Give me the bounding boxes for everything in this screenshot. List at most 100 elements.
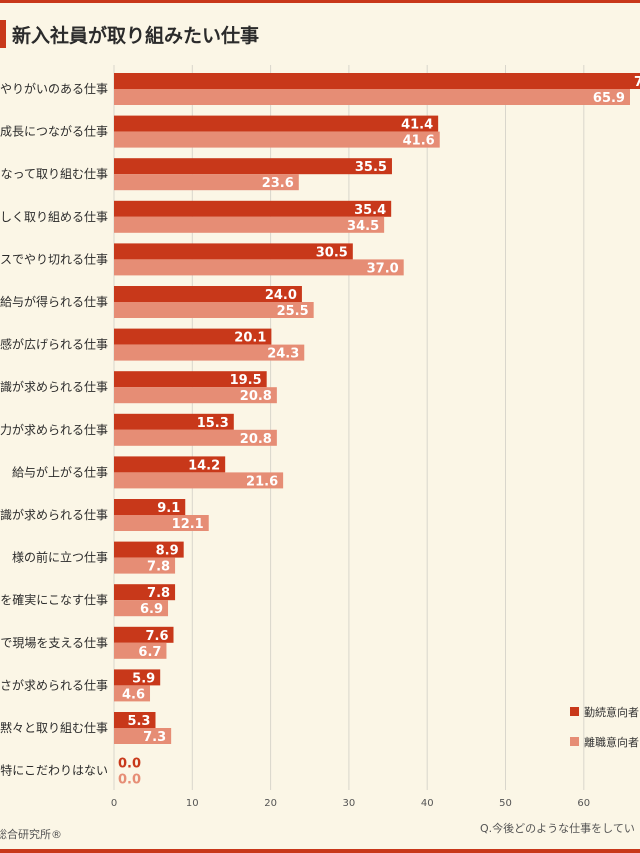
top-accent-line	[0, 0, 640, 3]
value-label: 20.8	[240, 432, 272, 447]
category-label: 様の前に立つ仕事	[12, 550, 108, 565]
category-label: スでやり切れる仕事	[0, 252, 108, 266]
bar-retention	[114, 584, 176, 601]
bar-turnover	[114, 429, 277, 446]
category-label: 特にこだわりはない	[0, 763, 108, 778]
value-label: 30.5	[316, 245, 348, 260]
value-label: 19.5	[230, 373, 262, 388]
bar-turnover	[114, 642, 167, 659]
value-label: 25.5	[277, 304, 309, 319]
value-label: 41.6	[403, 134, 435, 149]
bottom-accent-line	[0, 849, 640, 853]
value-label: 7.6	[145, 629, 168, 644]
value-label: 24.0	[265, 288, 297, 303]
legend-swatch	[570, 707, 579, 716]
bar-retention	[114, 456, 226, 473]
value-label: 15.3	[197, 416, 229, 431]
bar-turnover	[114, 174, 299, 191]
value-label: 8.9	[156, 544, 179, 559]
bar-retention	[114, 626, 174, 643]
category-label: で現場を支える仕事	[0, 636, 108, 650]
x-tick-label: 40	[421, 798, 434, 809]
value-label: 5.3	[127, 714, 150, 729]
bar-retention	[114, 73, 640, 89]
legend-label: 離職意向者	[584, 735, 639, 749]
value-label: 12.1	[172, 517, 204, 532]
value-label: 20.8	[240, 389, 272, 404]
x-tick-label: 60	[577, 798, 590, 809]
bar-retention	[114, 499, 186, 515]
value-label: 34.5	[347, 219, 379, 234]
legend-swatch	[570, 737, 579, 746]
bar-turnover	[114, 685, 151, 702]
category-label: 成長につながる仕事	[0, 124, 108, 139]
chart-area: 0 10 20 30 40 50 60 やりがいのある仕事 7 65.9 成長につながる仕事 41.4…	[0, 60, 640, 820]
category-label: 力が求められる仕事	[0, 422, 108, 437]
category-label: 給与が得られる仕事	[0, 294, 108, 309]
x-tick-label: 10	[186, 798, 199, 809]
value-label: 4.6	[122, 687, 145, 702]
value-label: 7.8	[147, 560, 170, 575]
category-label: しく取り組める仕事	[0, 210, 108, 224]
x-tick-label: 50	[499, 798, 512, 809]
value-label: 35.5	[355, 160, 387, 175]
value-label: 7	[634, 75, 640, 90]
bar-retention	[114, 541, 184, 558]
bar-retention	[114, 371, 267, 388]
category-label: 感が広げられる仕事	[0, 337, 108, 352]
value-label: 23.6	[262, 176, 294, 191]
category-label: を確実にこなす仕事	[0, 592, 108, 607]
bar-retention	[114, 115, 439, 132]
value-label: 65.9	[593, 91, 625, 106]
title-accent-marker	[0, 20, 6, 48]
bar-turnover	[114, 89, 630, 105]
category-label: なって取り組む仕事	[1, 167, 108, 181]
value-label: 7.3	[143, 730, 166, 745]
bar-retention	[114, 200, 392, 217]
value-label: 20.1	[234, 331, 266, 346]
bar-retention	[114, 286, 302, 302]
source-credit: 総合研究所®	[0, 828, 62, 841]
title-bar: 新入社員が取り組みたい仕事	[0, 18, 259, 50]
x-tick-label: 30	[343, 798, 356, 809]
value-label: 41.4	[401, 118, 433, 133]
value-label: 14.2	[188, 458, 220, 473]
value-label: 35.4	[354, 203, 386, 218]
value-label: 0.0	[118, 757, 141, 772]
value-label: 21.6	[246, 474, 278, 489]
x-tick-label: 20	[264, 798, 277, 809]
x-tick-label: 0	[111, 798, 117, 809]
survey-question: Q.今後どのような仕事をしてい	[480, 822, 635, 835]
category-label: 黙々と取り組む仕事	[0, 721, 108, 735]
value-label: 6.7	[138, 645, 161, 660]
category-label: 給与が上がる仕事	[12, 464, 108, 479]
value-label: 5.9	[132, 671, 155, 686]
category-label: 識が求められる仕事	[0, 379, 108, 394]
bar-turnover	[114, 728, 172, 744]
bar-turnover	[114, 344, 305, 361]
category-label: やりがいのある仕事	[0, 81, 108, 96]
bar-retention	[114, 158, 392, 175]
bar-chart: 0 10 20 30 40 50 60 やりがいのある仕事 7 65.9 成長につながる仕事 41.4…	[0, 65, 640, 809]
bar-turnover	[114, 302, 314, 318]
bar-turnover	[114, 472, 284, 489]
chart-title: 新入社員が取り組みたい仕事	[12, 24, 260, 47]
bar-retention	[114, 712, 156, 728]
bar-retention	[114, 413, 234, 430]
bar-turnover	[114, 131, 440, 148]
bar-retention	[114, 669, 161, 686]
value-label: 7.8	[147, 586, 170, 601]
bar-retention	[114, 328, 272, 345]
legend-label: 勤続意向者	[584, 705, 639, 719]
bar-retention	[114, 243, 353, 260]
bar-turnover	[114, 515, 209, 531]
bar-turnover	[114, 600, 169, 617]
category-label: 識が求められる仕事	[0, 507, 108, 522]
bar-turnover	[114, 387, 277, 404]
bar-turnover	[114, 557, 176, 574]
value-label: 9.1	[157, 501, 180, 516]
value-label: 24.3	[267, 347, 299, 362]
bar-turnover	[114, 259, 404, 276]
value-label: 37.0	[367, 261, 399, 276]
bar-turnover	[114, 216, 385, 233]
